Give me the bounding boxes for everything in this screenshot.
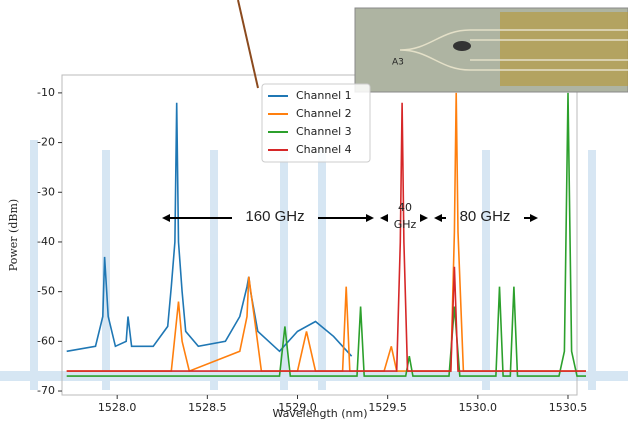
y-tick-label: -50 — [37, 285, 55, 298]
annotation-arrows — [162, 214, 538, 222]
y-tick-label: -10 — [37, 86, 55, 99]
y-tick-label: -20 — [37, 136, 55, 149]
annotation: 160 GHz — [245, 208, 304, 225]
y-tick-label: -60 — [37, 334, 55, 347]
x-axis-label: Wavelength (nm) — [272, 407, 367, 420]
legend-label: Channel 4 — [296, 143, 352, 156]
series-line — [66, 102, 586, 372]
plot-frame — [61, 74, 578, 396]
x-tick-label: 1530.0 — [459, 401, 498, 414]
x-tick-label: 1529.5 — [368, 401, 407, 414]
chip-inset: A3 — [354, 7, 628, 93]
y-tick-label: -40 — [37, 235, 55, 248]
legend-label: Channel 2 — [296, 107, 352, 120]
y-tick-label: -70 — [37, 384, 55, 397]
pointer-line — [237, 0, 259, 89]
series-line — [66, 92, 586, 377]
annotation: 40 — [398, 201, 412, 214]
x-tick-label: 1528.5 — [188, 401, 227, 414]
x-tick-label: 1530.5 — [549, 401, 588, 414]
y-tick-label: -30 — [37, 185, 55, 198]
legend-label: Channel 3 — [296, 125, 352, 138]
legend-box — [261, 83, 371, 163]
y-axis-label: Power (dBm) — [7, 199, 20, 271]
ghost-traces — [0, 140, 628, 390]
x-tick-label: 1529.0 — [278, 401, 317, 414]
annotation: 80 GHz — [460, 208, 511, 225]
series-line — [66, 102, 353, 357]
legend-label: Channel 1 — [296, 89, 352, 102]
annotation: GHz — [394, 218, 417, 231]
x-tick-label: 1528.0 — [98, 401, 137, 414]
inset-label: A3 — [392, 58, 404, 68]
plot-area — [66, 92, 586, 377]
